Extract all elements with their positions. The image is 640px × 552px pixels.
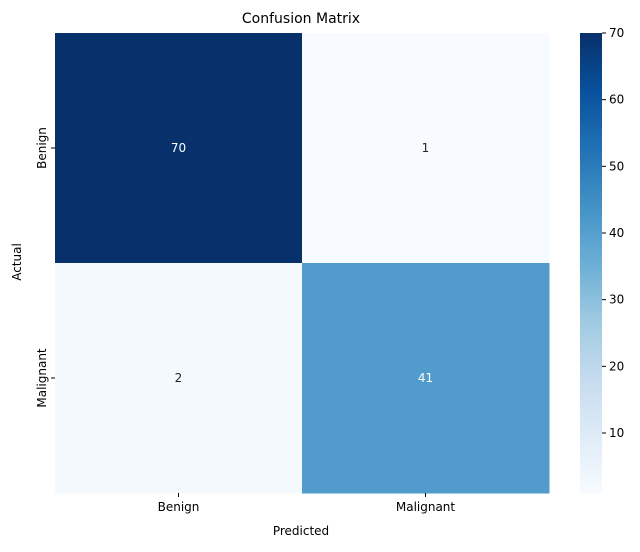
colorbar: 10 20 30 40 50 60 70 — [580, 26, 624, 493]
colorbar-tick-label: 20 — [609, 359, 624, 373]
cell-value-benign-benign: 70 — [171, 141, 186, 155]
y-axis-label: Actual — [10, 243, 24, 281]
cell-value-malignant-malignant: 41 — [418, 371, 433, 385]
heatmap-cells: 70 1 2 41 — [55, 33, 550, 494]
cell-value-malignant-benign: 2 — [175, 371, 183, 385]
x-axis-label: Predicted — [273, 524, 329, 538]
x-tick-label: Benign — [158, 500, 200, 514]
colorbar-gradient — [580, 33, 602, 493]
colorbar-tick-label: 10 — [609, 426, 624, 440]
colorbar-tick-label: 70 — [609, 26, 624, 40]
cell-benign-malignant — [302, 33, 550, 264]
cell-benign-benign — [55, 33, 303, 264]
y-tick-label: Benign — [35, 127, 49, 169]
chart-title: Confusion Matrix — [242, 11, 360, 27]
cell-malignant-benign — [55, 263, 303, 494]
y-axis: Benign Malignant — [35, 127, 55, 408]
cell-malignant-malignant — [302, 263, 550, 494]
x-axis: Benign Malignant — [158, 493, 456, 514]
colorbar-tick-label: 30 — [609, 293, 624, 307]
colorbar-tick-label: 50 — [609, 159, 624, 173]
cell-value-benign-malignant: 1 — [422, 141, 430, 155]
colorbar-tick-label: 40 — [609, 226, 624, 240]
y-tick-label: Malignant — [35, 348, 49, 408]
colorbar-tick-label: 60 — [609, 93, 624, 107]
x-tick-label: Malignant — [396, 500, 456, 514]
